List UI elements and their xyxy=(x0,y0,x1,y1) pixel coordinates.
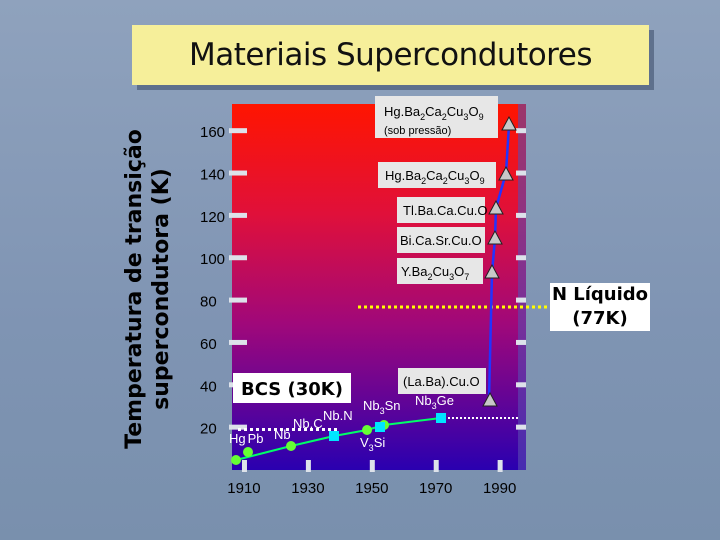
svg-text:Bi.Ca.Sr.Cu.O: Bi.Ca.Sr.Cu.O xyxy=(400,233,482,248)
data-point xyxy=(482,391,498,407)
y-tick-mark xyxy=(229,128,247,134)
data-point xyxy=(436,413,446,423)
data-point xyxy=(498,165,514,181)
y-tick-label: 40 xyxy=(200,378,217,395)
y-tick-mark xyxy=(516,212,526,218)
x-tick-label: 1950 xyxy=(355,480,388,497)
data-point xyxy=(243,447,253,457)
y-tick-mark xyxy=(516,170,526,176)
data-point xyxy=(488,199,504,215)
label-box-hg: Hg.Ba2Ca2Cu3O9 xyxy=(378,162,496,188)
title-box: Materiais Supercondutores xyxy=(132,25,649,85)
x-tick-label: 1930 xyxy=(291,480,324,497)
y-tick-mark xyxy=(516,297,526,303)
y-tick-label: 20 xyxy=(200,421,217,438)
point-label-hg-pb: Hg Pb xyxy=(229,431,264,446)
y-tick-mark xyxy=(516,255,526,261)
plot-area-right-edge xyxy=(518,104,526,470)
label-box-la: (La.Ba).Cu.O xyxy=(398,368,486,394)
x-tick-mark xyxy=(497,460,503,472)
y-tick-mark xyxy=(516,382,526,388)
y-tick-mark xyxy=(229,424,247,430)
svg-text:(sob pressão): (sob pressão) xyxy=(384,125,451,137)
point-label-nb: Nb xyxy=(274,427,291,442)
svg-text:(La.Ba).Cu.O: (La.Ba).Cu.O xyxy=(403,374,480,389)
ln2-reference-label: N Líquido (77K) xyxy=(550,283,650,331)
y-tick-label: 60 xyxy=(200,336,217,353)
point-label-nbn: Nb.N xyxy=(323,408,353,423)
data-point xyxy=(329,431,339,441)
svg-text:Hg.Ba2Ca2Cu3O9: Hg.Ba2Ca2Cu3O9 xyxy=(385,168,485,186)
x-tick-label: 1910 xyxy=(227,480,260,497)
y-tick-label: 80 xyxy=(200,294,217,311)
y-tick-label: 100 xyxy=(200,251,225,268)
x-tick-mark xyxy=(369,460,375,472)
y-tick-mark xyxy=(516,128,526,134)
label-box-hg-pressure: Hg.Ba2Ca2Cu3O9 (sob pressão) xyxy=(375,96,498,138)
x-tick-mark xyxy=(241,460,247,472)
svg-text:BCS (30K): BCS (30K) xyxy=(241,379,343,400)
x-tick-label: 1970 xyxy=(419,480,452,497)
data-point xyxy=(487,229,503,245)
y-tick-mark xyxy=(516,339,526,345)
y-tick-label: 140 xyxy=(200,167,225,184)
low-tc-trend-line xyxy=(235,417,442,461)
point-label-nbc: Nb.C xyxy=(293,416,323,431)
page-title: Materiais Supercondutores xyxy=(189,37,592,73)
y-tick-label: 160 xyxy=(200,124,225,141)
data-point xyxy=(484,263,500,279)
y-tick-mark xyxy=(229,255,247,261)
data-point xyxy=(231,455,241,465)
point-label-nb3sn: Nb3Sn xyxy=(363,398,401,416)
data-point xyxy=(286,441,296,451)
data-point xyxy=(362,425,372,435)
high-tc-trend-line xyxy=(487,124,511,401)
point-label-nb3ge: Nb3Ge xyxy=(415,393,454,411)
svg-text:Tl.Ba.Ca.Cu.O: Tl.Ba.Ca.Cu.O xyxy=(403,203,488,218)
x-tick-mark xyxy=(433,460,439,472)
y-tick-mark xyxy=(229,339,247,345)
point-label-v3si: V3Si xyxy=(360,435,385,453)
svg-text:Hg.Ba2Ca2Cu3O9: Hg.Ba2Ca2Cu3O9 xyxy=(384,104,484,122)
y-tick-mark xyxy=(229,212,247,218)
y-tick-mark xyxy=(516,424,526,430)
svg-text:Y.Ba2Cu3O7: Y.Ba2Cu3O7 xyxy=(401,264,469,282)
y-tick-mark xyxy=(229,297,247,303)
y-tick-mark xyxy=(229,170,247,176)
label-box-y: Y.Ba2Cu3O7 xyxy=(397,258,483,284)
data-point xyxy=(501,115,517,131)
x-tick-label: 1990 xyxy=(483,480,516,497)
label-box-tl: Tl.Ba.Ca.Cu.O xyxy=(397,197,488,223)
y-tick-label: 120 xyxy=(200,209,225,226)
data-point xyxy=(375,422,385,432)
bcs-label: BCS (30K) xyxy=(233,373,351,403)
label-box-bi: Bi.Ca.Sr.Cu.O xyxy=(397,227,485,253)
x-tick-mark xyxy=(305,460,311,472)
